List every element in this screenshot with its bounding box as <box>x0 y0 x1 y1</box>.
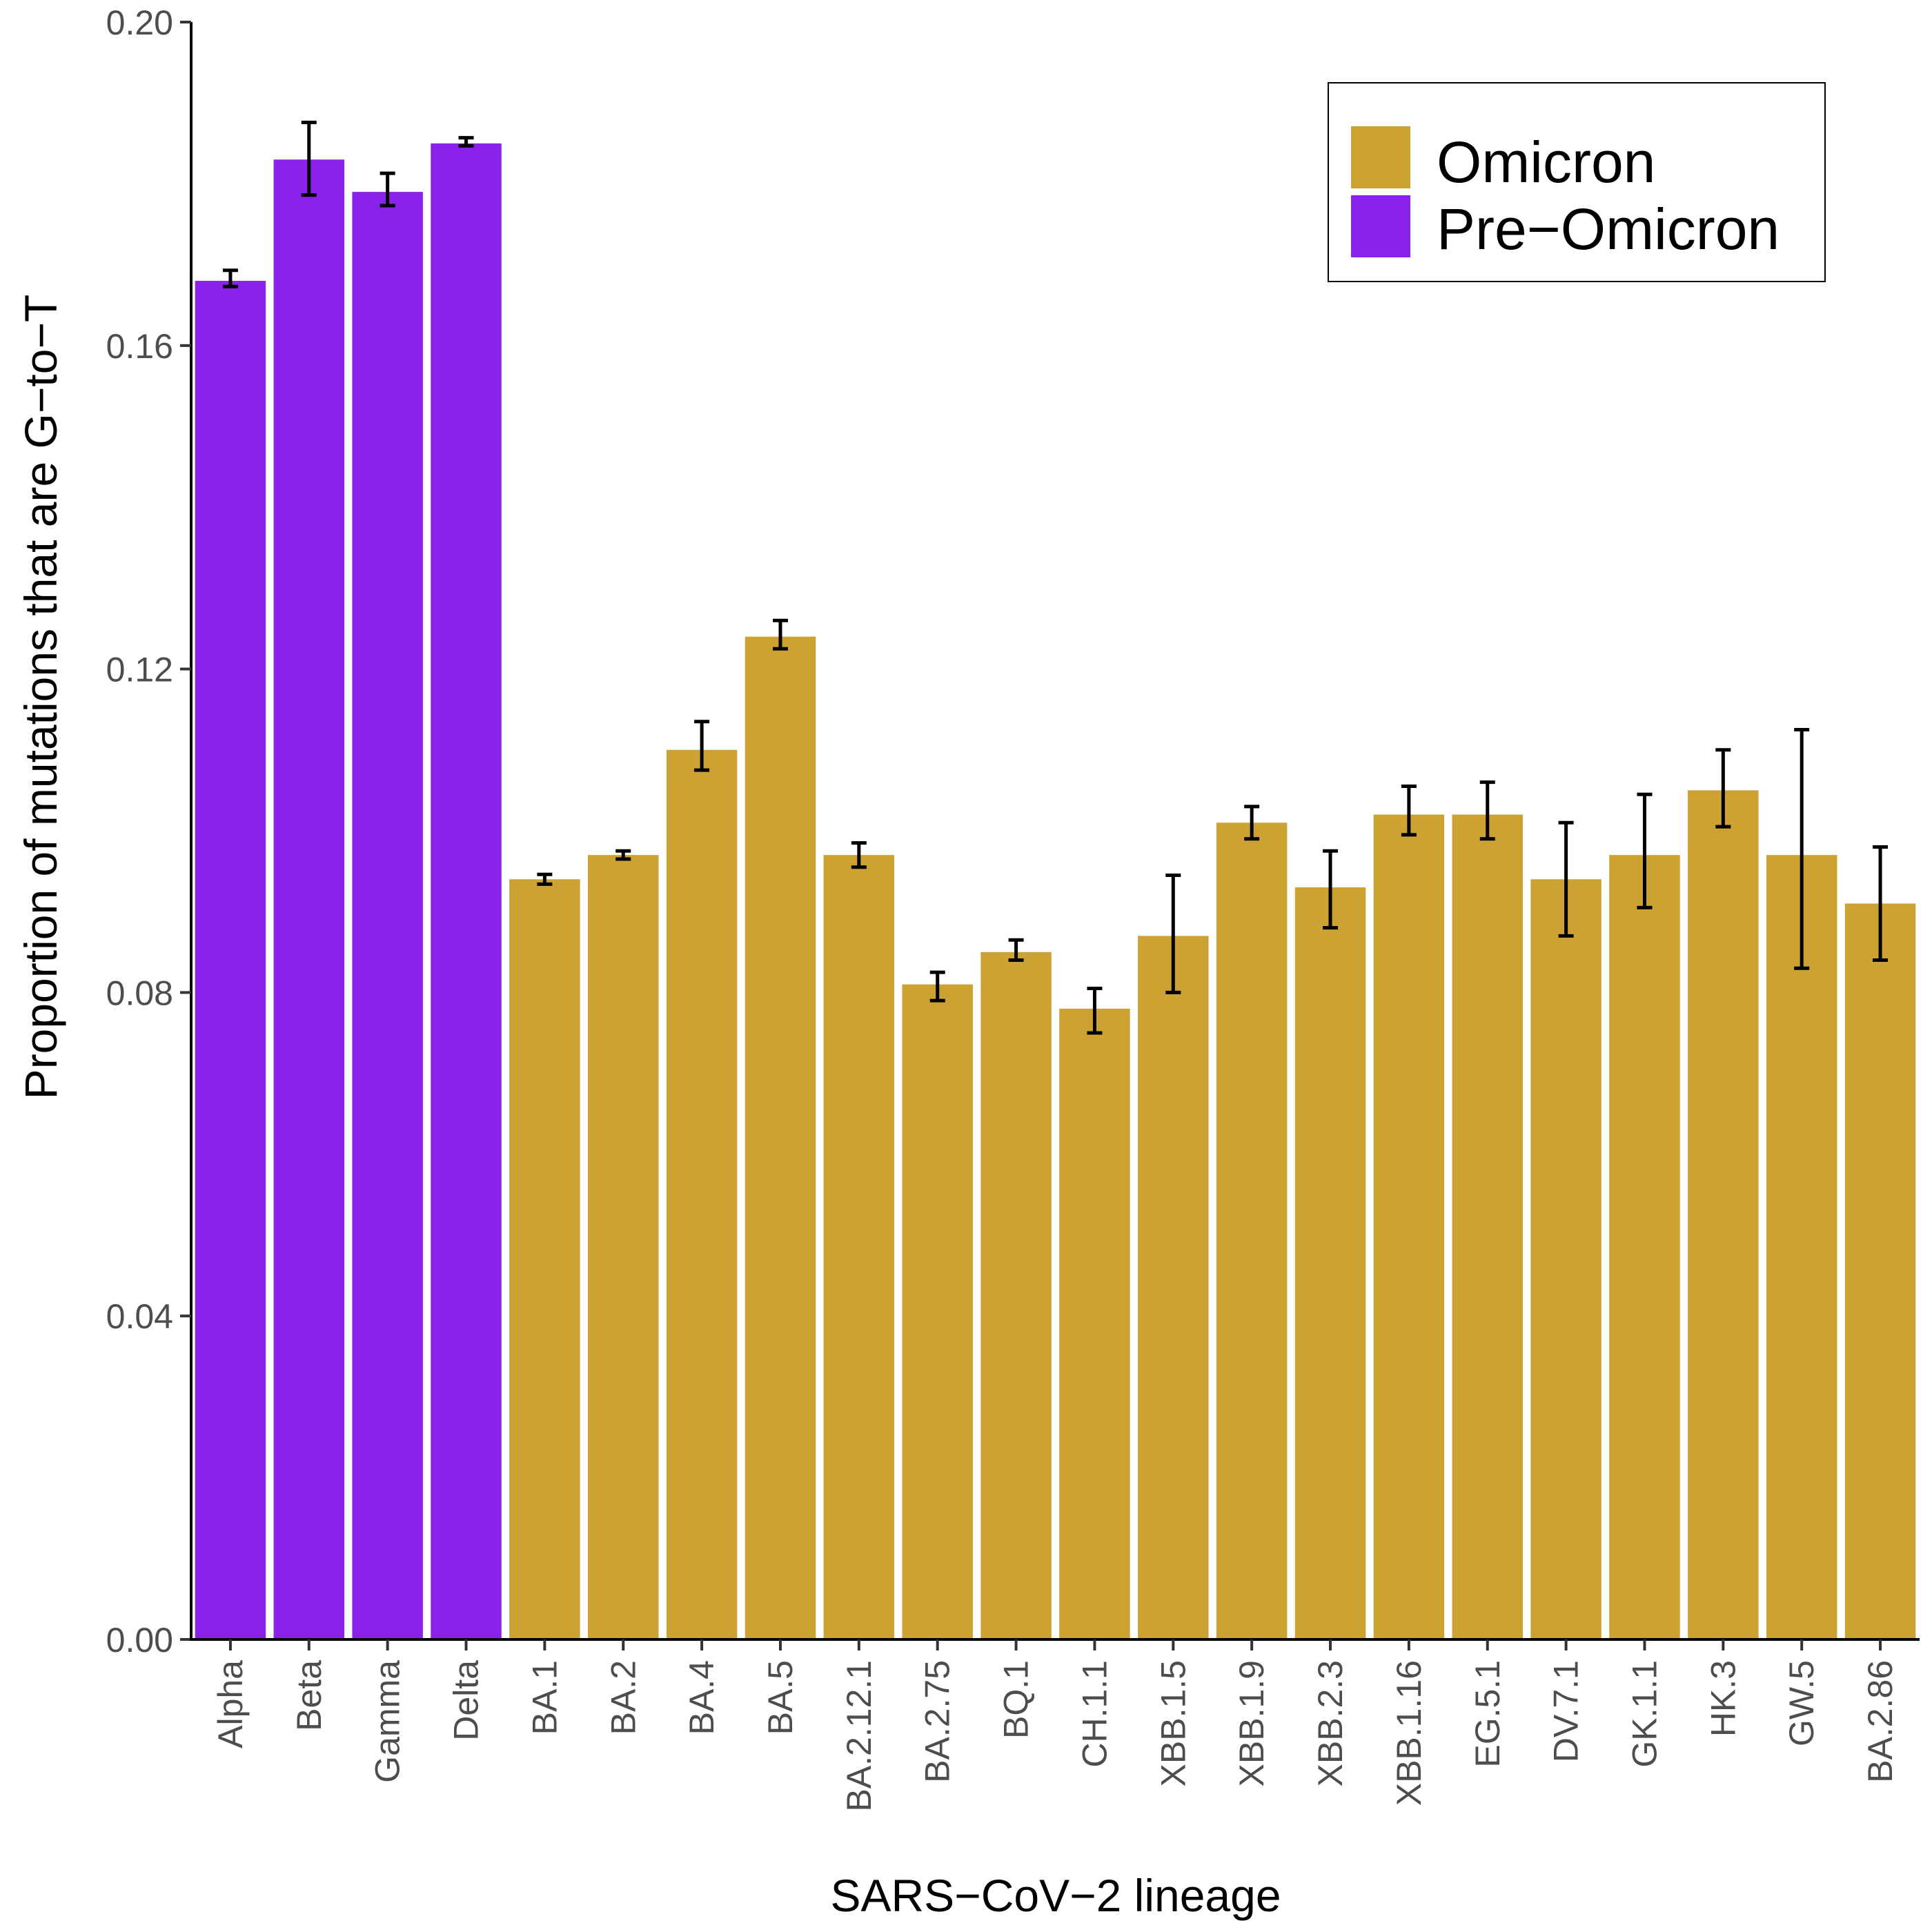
x-ticks: Alpha Beta Gamma Delta BA.1 BA.2 BA.4 BA.5 BA.2.… <box>211 1639 1900 1812</box>
error-bar-hk-3 <box>1715 748 1731 829</box>
bar-eg-5-1 <box>1452 814 1523 1639</box>
x-tick-label: BA.2 <box>604 1660 642 1735</box>
bar-ch-1-1 <box>1059 1008 1130 1639</box>
legend: Omicron Pre−Omicron <box>1328 82 1826 282</box>
error-bar-dv-7-1 <box>1558 820 1574 938</box>
bar-ba-2 <box>588 855 659 1639</box>
error-bar-gamma <box>379 171 395 208</box>
bar-ba-2-75 <box>902 984 973 1639</box>
legend-label-omicron: Omicron <box>1437 130 1655 195</box>
legend-box <box>1328 82 1826 282</box>
x-tick-label: HK.3 <box>1704 1660 1742 1737</box>
y-tick-label: 0.12 <box>106 651 173 689</box>
bar-ba-2-86 <box>1844 903 1916 1639</box>
x-tick-label: BA.1 <box>525 1660 564 1735</box>
error-bar-xbb-1-5 <box>1165 873 1181 994</box>
y-tick-label: 0.08 <box>106 974 173 1012</box>
error-bar-ch-1-1 <box>1087 987 1103 1035</box>
error-bar-ba-4 <box>694 720 710 772</box>
error-bar-beta <box>301 120 317 197</box>
bar-xbb-1-16 <box>1373 814 1445 1639</box>
y-tick-label: 0.20 <box>106 3 173 42</box>
error-bar-gk-1-1 <box>1637 792 1653 909</box>
x-tick-label: XBB.2.3 <box>1311 1660 1350 1786</box>
x-tick-label: GK.1.1 <box>1625 1660 1664 1768</box>
x-tick-label: BA.4 <box>682 1660 721 1735</box>
bar-ba-5 <box>745 636 816 1639</box>
x-tick-label: DV.7.1 <box>1547 1660 1586 1762</box>
error-bar-ba-2 <box>615 849 631 861</box>
legend-swatch-pre-omicron <box>1351 195 1410 257</box>
x-tick-label: BA.2.12.1 <box>840 1660 878 1812</box>
error-bar-ba-2-75 <box>929 970 945 1003</box>
bar-delta <box>431 143 502 1639</box>
error-bar-ba-1 <box>537 872 553 886</box>
x-tick-label: Delta <box>447 1660 486 1741</box>
y-axis: 0.00 0.04 0.08 0.12 0.16 0.20 <box>106 3 193 1659</box>
error-bar-xbb-2-3 <box>1323 849 1339 930</box>
y-tick-label: 0.04 <box>106 1297 173 1336</box>
bar-ba-4 <box>666 749 738 1639</box>
bar-gk-1-1 <box>1609 855 1680 1639</box>
x-tick-label: Beta <box>290 1660 328 1731</box>
y-tick-label: 0.00 <box>106 1621 173 1659</box>
error-bar-delta <box>458 136 474 148</box>
bar-ba-1 <box>509 879 580 1639</box>
x-tick-label: XBB.1.9 <box>1232 1660 1271 1786</box>
legend-swatch-omicron <box>1351 126 1410 188</box>
error-bar-ba-5 <box>772 618 788 651</box>
y-ticks: 0.00 0.04 0.08 0.12 0.16 0.20 <box>106 3 191 1659</box>
bar-gw-5 <box>1766 855 1837 1639</box>
x-tick-label: XBB.1.5 <box>1154 1660 1192 1786</box>
bar-hk-3 <box>1688 790 1759 1639</box>
error-bar-xbb-1-16 <box>1401 785 1417 837</box>
x-tick-label: BQ.1 <box>997 1660 1036 1739</box>
x-axis-title: SARS−CoV−2 lineage <box>830 1870 1281 1921</box>
bar-ba-2-12-1 <box>823 855 895 1639</box>
bar-xbb-1-9 <box>1216 822 1288 1639</box>
bar-dv-7-1 <box>1530 879 1601 1639</box>
bar-xbb-2-3 <box>1294 887 1366 1639</box>
x-tick-label: Alpha <box>211 1660 250 1748</box>
error-bar-xbb-1-9 <box>1244 805 1260 841</box>
bar-gamma <box>352 192 423 1639</box>
bar-beta <box>273 159 345 1640</box>
x-tick-label: BA.2.86 <box>1861 1660 1900 1783</box>
x-tick-label: BA.5 <box>761 1660 800 1735</box>
x-tick-label: EG.5.1 <box>1468 1660 1507 1768</box>
x-tick-label: CH.1.1 <box>1075 1660 1114 1768</box>
x-tick-label: GW.5 <box>1782 1660 1821 1746</box>
x-axis: Alpha Beta Gamma Delta BA.1 BA.2 BA.4 BA.5 BA.2.… <box>190 1638 1920 1812</box>
error-bar-bq-1 <box>1008 938 1024 963</box>
error-bar-ba-2-12-1 <box>851 841 867 869</box>
bars-layer <box>195 143 1916 1640</box>
error-bar-eg-5-1 <box>1479 780 1495 841</box>
error-bar-alpha <box>222 268 238 288</box>
x-tick-label: BA.2.75 <box>918 1660 957 1783</box>
bar-bq-1 <box>980 952 1052 1639</box>
error-bars-layer <box>222 120 1889 1035</box>
x-tick-label: Gamma <box>368 1660 407 1783</box>
y-axis-title: Proportion of mutations that are G−to−T <box>15 295 66 1100</box>
error-bar-gw-5 <box>1794 728 1810 970</box>
error-bar-ba-2-86 <box>1873 845 1889 963</box>
legend-label-pre-omicron: Pre−Omicron <box>1437 197 1780 262</box>
bar-alpha <box>195 281 266 1639</box>
y-tick-label: 0.16 <box>106 327 173 366</box>
bar-xbb-1-5 <box>1138 936 1209 1639</box>
x-tick-label: XBB.1.16 <box>1390 1660 1428 1806</box>
